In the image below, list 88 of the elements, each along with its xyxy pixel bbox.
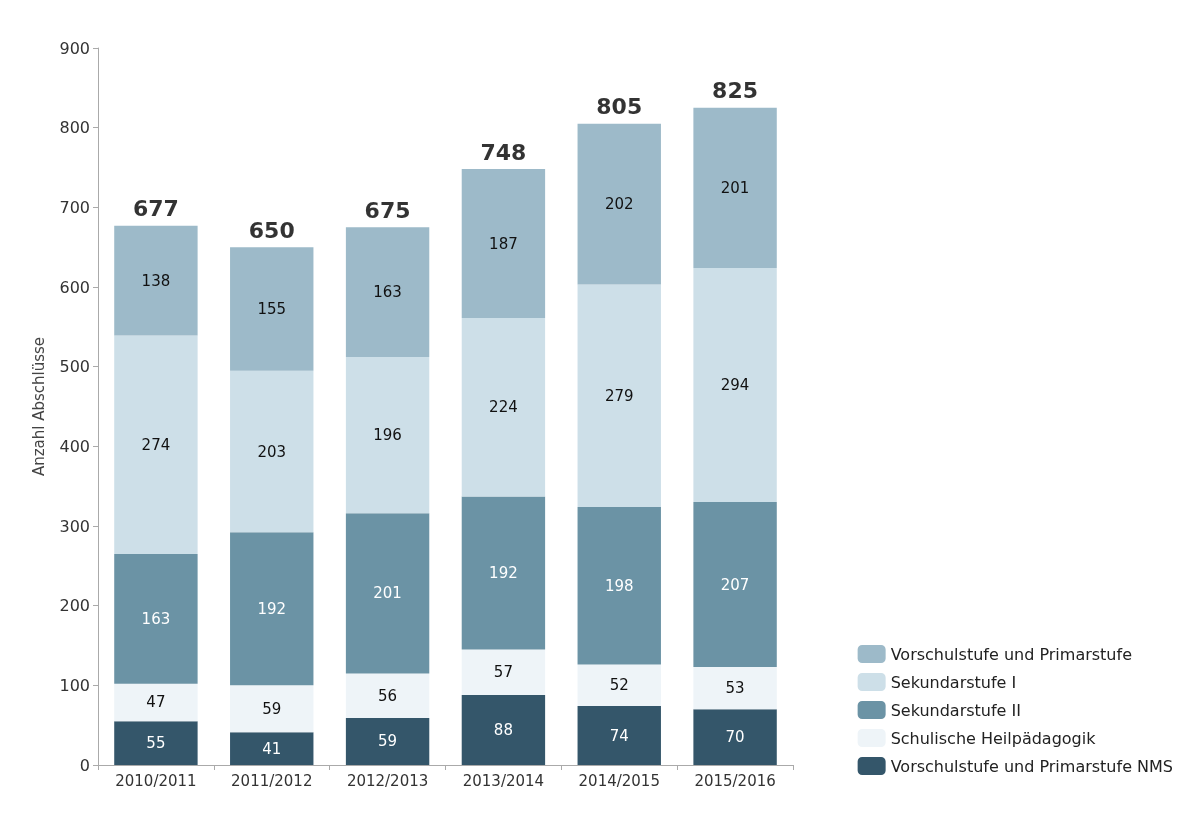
- bar: [693, 107, 777, 268]
- bar: [461, 496, 546, 650]
- x-tick-label: 2014/2015: [578, 771, 660, 790]
- total-label: 805: [596, 94, 643, 120]
- bar: [577, 664, 661, 707]
- data-label: 274: [141, 435, 171, 454]
- bar: [693, 667, 777, 710]
- bar: [230, 532, 314, 686]
- total-label: 825: [712, 78, 759, 104]
- legend-label: Sekundarstufe II: [890, 700, 1021, 720]
- data-label: 187: [489, 234, 518, 253]
- bar: [345, 357, 430, 514]
- y-tick-label: 100: [59, 675, 90, 695]
- y-tick-label: 800: [59, 118, 90, 138]
- data-label: 70: [725, 728, 745, 747]
- bar: [114, 721, 198, 765]
- data-label: 207: [720, 575, 750, 594]
- bar: [461, 694, 546, 765]
- bar: [345, 718, 430, 765]
- data-label: 59: [262, 699, 282, 718]
- data-label: 224: [489, 398, 518, 417]
- total-label: 675: [364, 197, 411, 223]
- data-label: 201: [720, 178, 750, 197]
- bar: [577, 706, 661, 765]
- data-label: 57: [493, 663, 513, 682]
- data-label: 198: [604, 576, 634, 595]
- data-label: 138: [141, 271, 171, 290]
- y-tick-label: 700: [59, 197, 90, 217]
- data-label: 163: [373, 283, 402, 302]
- data-label: 56: [378, 686, 398, 705]
- bar: [230, 732, 314, 765]
- bar: [461, 649, 546, 695]
- legend-label: Schulische Heilpädagogik: [890, 728, 1097, 748]
- data-label: 47: [146, 693, 166, 712]
- data-label: 192: [257, 599, 287, 618]
- data-label: 74: [609, 726, 629, 745]
- bar: [345, 227, 430, 358]
- data-label: 88: [493, 720, 513, 739]
- bar: [230, 370, 314, 533]
- bar: [461, 318, 546, 497]
- bar: [230, 247, 314, 371]
- x-tick-label: 2011/2012: [231, 771, 313, 790]
- bar: [577, 284, 661, 507]
- y-tick-label: 600: [59, 277, 90, 297]
- data-label: 41: [262, 739, 282, 758]
- y-axis-title: Anzahl Abschlüsse: [29, 336, 48, 477]
- legend-label: Vorschulstufe und Primarstufe NMS: [890, 756, 1174, 776]
- bar: [577, 123, 661, 285]
- legend-label: Sekundarstufe I: [890, 672, 1017, 692]
- bar: [693, 502, 777, 668]
- bar: [345, 673, 430, 718]
- data-label: 53: [725, 679, 745, 698]
- x-tick-label: 2012/2013: [346, 771, 429, 790]
- y-tick-label: 500: [59, 357, 90, 377]
- bar: [693, 267, 777, 503]
- bar: [693, 709, 777, 765]
- y-tick-label: 0: [79, 755, 90, 775]
- data-label: 279: [604, 386, 634, 405]
- x-tick-label: 2013/2014: [462, 771, 545, 790]
- data-label: 294: [720, 375, 750, 394]
- bar: [461, 169, 546, 319]
- y-tick-label: 300: [59, 516, 90, 536]
- total-label: 748: [480, 139, 527, 165]
- y-tick-label: 900: [59, 38, 90, 58]
- legend-label: Vorschulstufe und Primarstufe: [890, 644, 1132, 664]
- total-label: 650: [248, 217, 295, 243]
- data-label: 201: [373, 584, 402, 603]
- data-label: 59: [378, 732, 398, 751]
- x-tick-label: 2015/2016: [694, 771, 776, 790]
- bar: [114, 225, 198, 336]
- bar: [114, 553, 198, 684]
- data-label: 55: [146, 734, 166, 753]
- data-label: 163: [141, 609, 171, 628]
- data-label: 52: [609, 676, 629, 695]
- bar: [114, 683, 198, 722]
- bar: [345, 513, 430, 674]
- data-label: 155: [257, 299, 287, 318]
- bar: [230, 685, 314, 733]
- bar: [114, 335, 198, 554]
- data-label: 192: [489, 564, 518, 582]
- y-tick-label: 200: [59, 596, 90, 616]
- y-tick-label: 400: [59, 436, 90, 456]
- bar: [577, 506, 661, 665]
- x-tick-label: 2010/2011: [115, 771, 197, 790]
- data-label: 202: [604, 195, 634, 214]
- data-label: 203: [257, 442, 287, 461]
- total-label: 677: [132, 196, 179, 222]
- data-label: 196: [373, 426, 402, 445]
